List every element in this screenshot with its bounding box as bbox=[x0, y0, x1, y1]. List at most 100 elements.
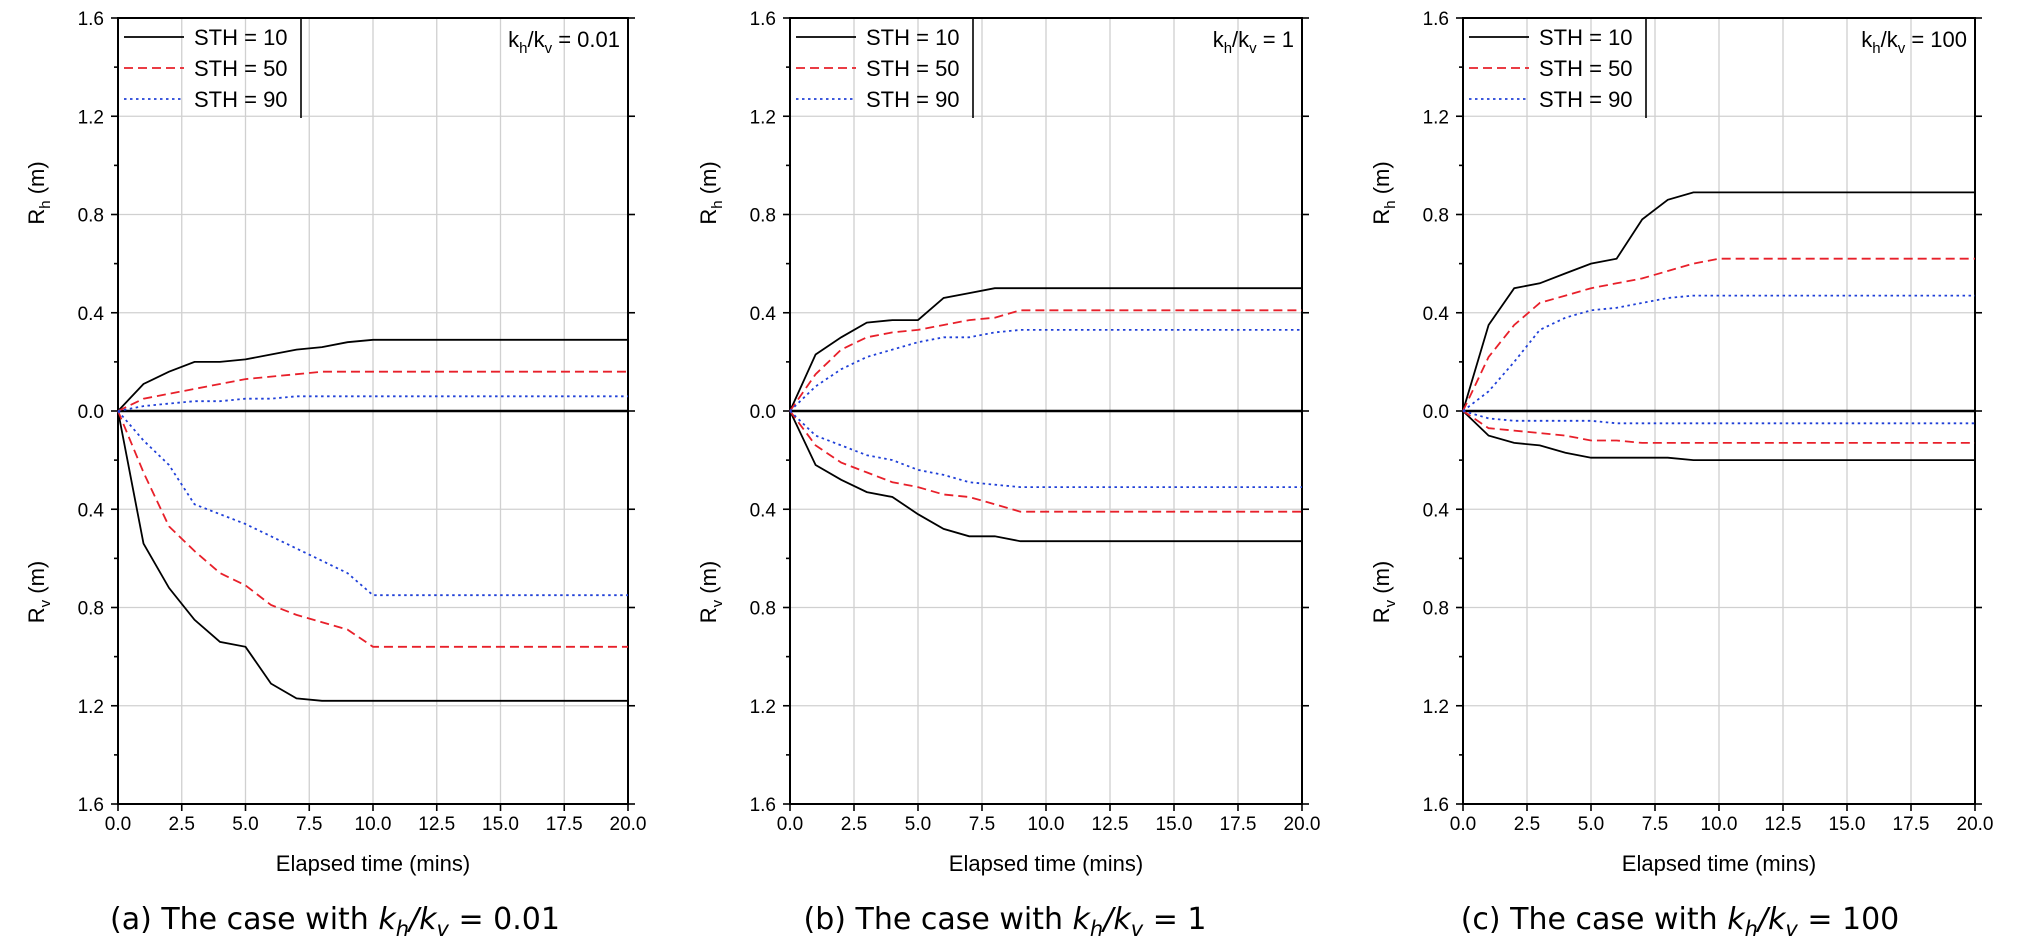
caption-suffix: = 1 bbox=[1143, 902, 1206, 937]
panel-caption: (c) The case with kh/kv = 100 bbox=[1461, 902, 1900, 941]
y-axis-label-rv: Rv (m) bbox=[1369, 561, 1399, 623]
y-axis-label-rv: Rv (m) bbox=[696, 561, 726, 623]
ratio-part: /k bbox=[527, 27, 545, 52]
x-tick-label: 17.5 bbox=[1220, 814, 1257, 835]
series-line-rv-3 bbox=[1462, 410, 1975, 425]
caption-math: / bbox=[1100, 902, 1116, 937]
y-tick-label: 0.8 bbox=[750, 206, 776, 227]
y-axis-label-rh-unit: (m) bbox=[696, 161, 721, 200]
x-tick-label: 12.5 bbox=[1092, 814, 1129, 835]
y-axis-label-rv-main: R bbox=[696, 607, 721, 623]
series-line-rv-1 bbox=[117, 410, 628, 702]
legend-entry: STH = 50 bbox=[194, 56, 288, 81]
y-axis-label-rh-sub: h bbox=[1382, 200, 1399, 208]
x-axis-label: Elapsed time (mins) bbox=[276, 851, 470, 876]
x-tick-label: 2.5 bbox=[169, 814, 195, 835]
chart-panel-1: 0.00.40.81.21.60.40.81.21.60.0 2.5 5.0 7.5 1… bbox=[24, 9, 646, 941]
y-axis-label-rh-sub: h bbox=[709, 200, 726, 208]
panel-caption: (b) The case with kh/kv = 1 bbox=[804, 902, 1207, 941]
legend-entry: STH = 50 bbox=[866, 56, 960, 81]
x-tick-label: 17.5 bbox=[546, 814, 583, 835]
y-axis-label-rh-sub: h bbox=[37, 200, 54, 208]
panel-caption: (a) The case with kh/kv = 0.01 bbox=[110, 902, 560, 941]
legend-entry: STH = 90 bbox=[866, 87, 960, 112]
ratio-part: h bbox=[1872, 40, 1880, 57]
caption-math: h bbox=[1745, 917, 1758, 941]
y-tick-label: 1.6 bbox=[1423, 9, 1449, 30]
series-line-rh-1 bbox=[789, 287, 1302, 412]
y-axis-label-rh-unit: (m) bbox=[1369, 161, 1394, 200]
ratio-part: h bbox=[1224, 40, 1232, 57]
series-line-rh-3 bbox=[789, 328, 1302, 412]
series-line-rh-2 bbox=[789, 309, 1302, 412]
ratio-part: = bbox=[552, 27, 577, 52]
y-tick-label: 1.6 bbox=[78, 9, 104, 30]
x-tick-label: 12.5 bbox=[418, 814, 455, 835]
caption-math: / bbox=[406, 902, 422, 937]
ratio-part: k bbox=[1213, 27, 1225, 52]
y-axis-label-rv-unit: (m) bbox=[24, 561, 49, 600]
legend-entry: STH = 90 bbox=[1539, 87, 1633, 112]
caption-suffix: = 100 bbox=[1798, 902, 1899, 937]
ratio-annotation: kh/kv = 100 bbox=[1861, 27, 1967, 57]
x-axis-label: Elapsed time (mins) bbox=[1622, 851, 1816, 876]
y-tick-label: 1.6 bbox=[750, 795, 776, 816]
series-line-rv-1 bbox=[789, 410, 1302, 543]
series-line-rv-2 bbox=[789, 410, 1302, 513]
y-tick-label: 1.2 bbox=[78, 697, 104, 718]
caption-prefix: (c) The case with bbox=[1461, 902, 1727, 937]
chart-panel-3: 0.00.40.81.21.60.40.81.21.60.0 2.5 5.0 7.5 1… bbox=[1369, 9, 1993, 941]
x-tick-label: 0.0 bbox=[1450, 814, 1476, 835]
y-tick-label: 0.4 bbox=[750, 304, 777, 325]
ratio-part: /k bbox=[1881, 27, 1899, 52]
caption-math: h bbox=[396, 917, 409, 941]
y-tick-label: 0.8 bbox=[1423, 599, 1449, 620]
legend: STH = 10 STH = 50 STH = 90 bbox=[124, 18, 302, 118]
y-tick-label: 0.4 bbox=[78, 500, 105, 521]
y-tick-label: 0.4 bbox=[1423, 304, 1450, 325]
series-line-rh-1 bbox=[1462, 191, 1975, 412]
y-tick-label: 0.4 bbox=[750, 500, 777, 521]
caption-math: v bbox=[1131, 917, 1144, 941]
x-tick-label: 7.5 bbox=[969, 814, 995, 835]
caption-math: k bbox=[1113, 902, 1132, 937]
y-axis-label-rv-main: R bbox=[1369, 607, 1394, 623]
ratio-value: 0.01 bbox=[577, 27, 620, 52]
series-line-rv-2 bbox=[1462, 410, 1975, 444]
ratio-part: v bbox=[1249, 40, 1257, 57]
y-tick-label: 0.8 bbox=[750, 599, 776, 620]
y-tick-label: 0.0 bbox=[78, 402, 104, 423]
y-axis-label-rh-main: R bbox=[1369, 209, 1394, 225]
caption-math: k bbox=[419, 902, 438, 937]
ratio-part: = bbox=[1257, 27, 1282, 52]
x-tick-label: 15.0 bbox=[1156, 814, 1193, 835]
x-tick-label: 17.5 bbox=[1893, 814, 1930, 835]
x-tick-label: 15.0 bbox=[1829, 814, 1866, 835]
y-axis-label-rh-unit: (m) bbox=[24, 161, 49, 200]
x-tick-label: 5.0 bbox=[232, 814, 258, 835]
ratio-part: = bbox=[1905, 27, 1930, 52]
series-line-rv-3 bbox=[117, 410, 628, 597]
x-tick-label: 7.5 bbox=[1642, 814, 1668, 835]
x-tick-label: 10.0 bbox=[355, 814, 392, 835]
series-line-rh-3 bbox=[117, 395, 628, 412]
chart-panel-2: 0.00.40.81.21.60.40.81.21.60.0 2.5 5.0 7.5 1… bbox=[696, 9, 1320, 941]
y-tick-label: 0.4 bbox=[1423, 500, 1450, 521]
y-tick-label: 0.8 bbox=[78, 206, 104, 227]
series-line-rh-2 bbox=[117, 370, 628, 412]
caption-math: k bbox=[1073, 902, 1092, 937]
y-tick-label: 0.0 bbox=[750, 402, 776, 423]
x-tick-label: 2.5 bbox=[1514, 814, 1540, 835]
x-tick-label: 5.0 bbox=[1578, 814, 1604, 835]
x-tick-label: 15.0 bbox=[482, 814, 519, 835]
x-tick-label: 2.5 bbox=[841, 814, 867, 835]
series-line-rv-1 bbox=[1462, 410, 1975, 462]
y-tick-label: 0.8 bbox=[1423, 206, 1449, 227]
y-tick-label: 1.2 bbox=[1423, 107, 1449, 128]
ratio-part: /k bbox=[1232, 27, 1250, 52]
y-axis-label-rh: Rh (m) bbox=[1369, 161, 1399, 224]
y-tick-label: 1.2 bbox=[750, 697, 776, 718]
series-line-rh-1 bbox=[117, 338, 628, 412]
y-tick-label: 1.6 bbox=[750, 9, 776, 30]
